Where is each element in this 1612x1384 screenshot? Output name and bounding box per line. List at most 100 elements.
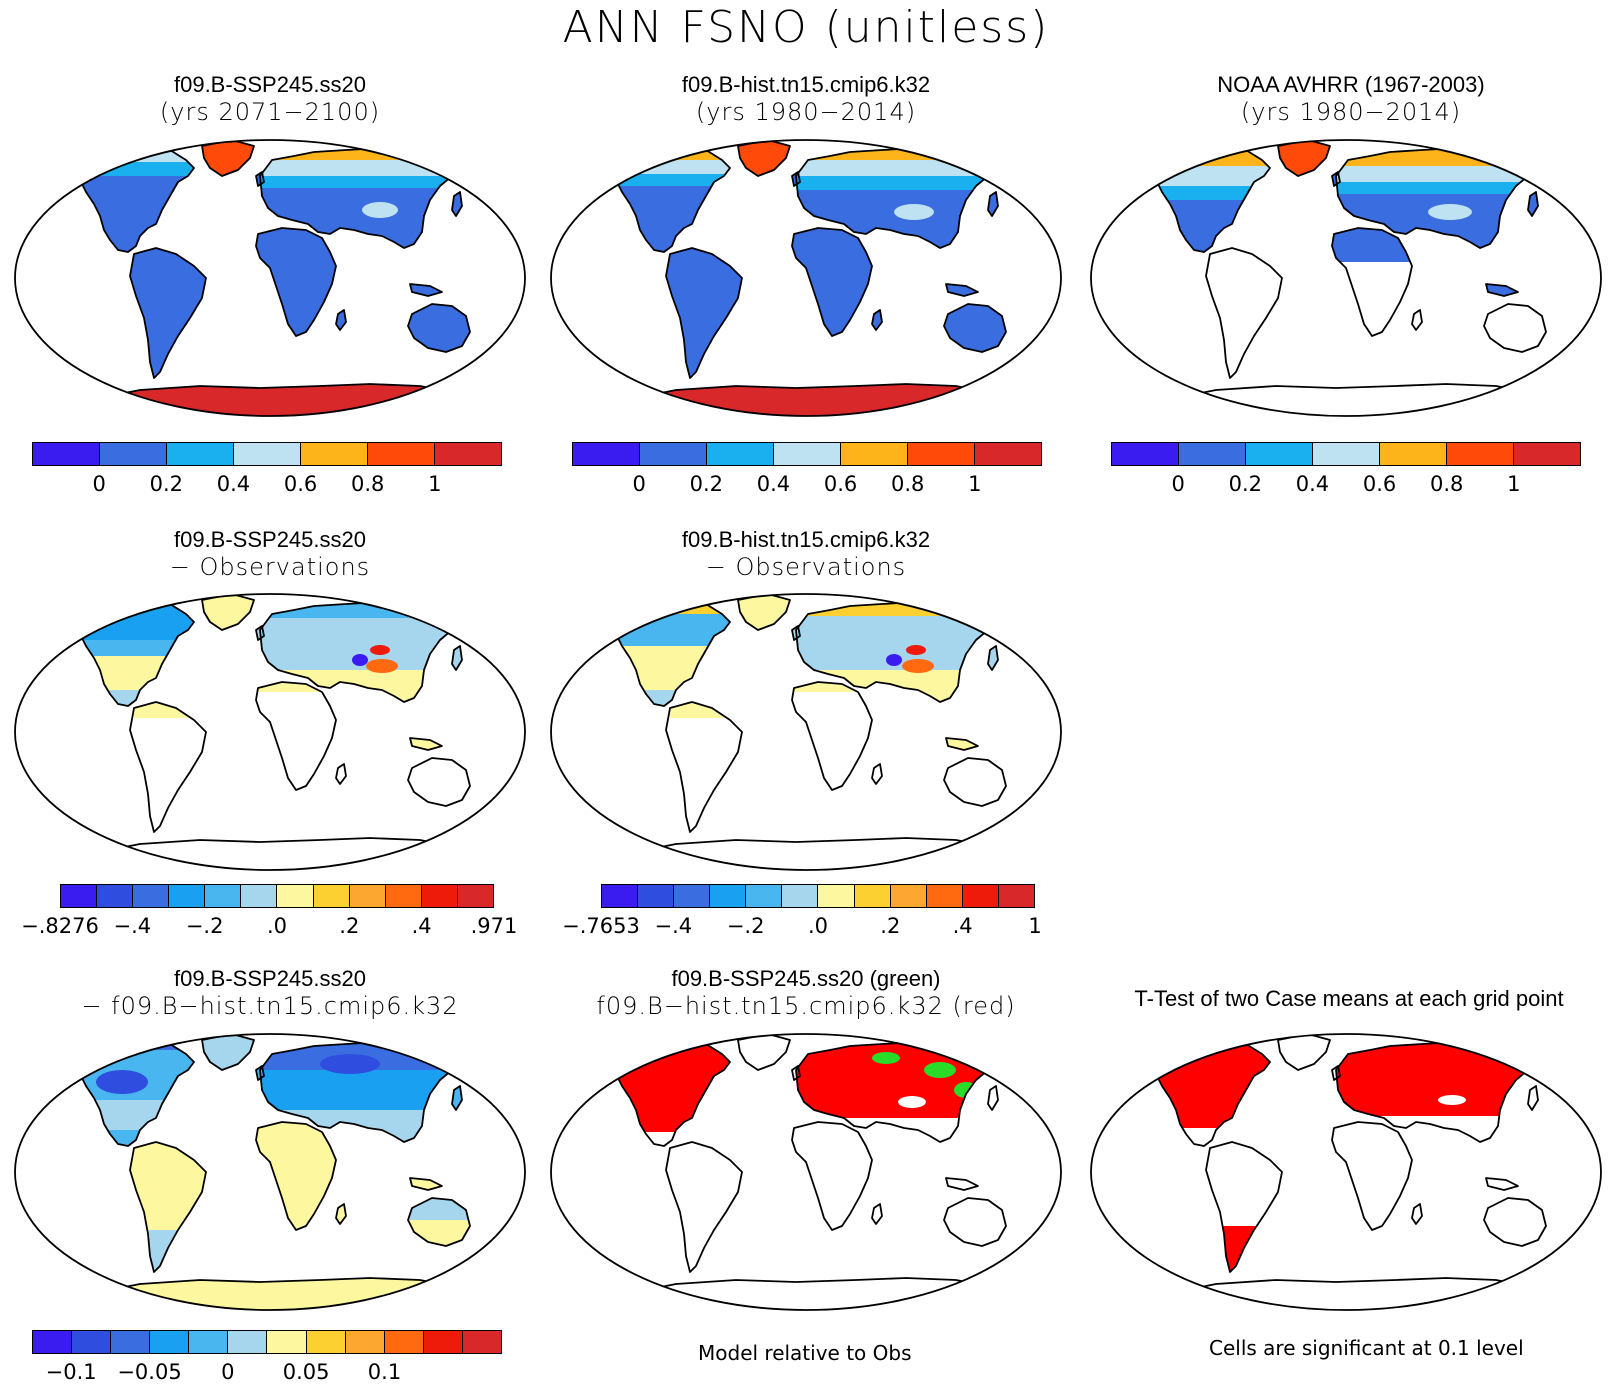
coastline-madagascar [1411,1203,1423,1225]
colorbar-tick-label: 0.8 [351,472,385,496]
colorbar-tick-label: 0.4 [216,472,251,496]
coastline-samerica [129,247,207,379]
colorbar-tick-label: 0.2 [149,472,183,496]
coastline-africa [791,227,873,337]
coastline-namerica [615,149,731,253]
colorbar-swatch [97,885,134,907]
colorbar-tick-label: .971 [470,914,518,938]
colorbar-swatch [1179,443,1246,465]
colorbar-swatch [385,885,422,907]
colorbar-swatch [421,885,458,907]
panel-title-line1: f09.B-hist.tn15.cmip6.k32 [681,72,931,97]
colorbar-swatch [205,885,242,907]
colorbar-tick-label: 0 [1171,472,1185,496]
colorbar-swatch [1246,443,1313,465]
colorbar-swatch [1380,443,1447,465]
coastline-australia [1483,303,1547,353]
colorbar-swatch [306,1331,346,1353]
colorbar-swatch [746,885,783,907]
land-greenland [202,594,254,630]
land-africa [256,682,336,790]
colorbar-tick-label: 0 [92,472,106,496]
map-boundary [1090,139,1602,417]
panel-title-line2: (yrs 1980−2014) [1240,98,1462,126]
colorbar-tick-label: 1 [1507,472,1521,496]
colorbar-tick-label: 0.8 [1430,472,1464,496]
panel-title-line1: f09.B-SSP245.ss20 [173,527,366,552]
colorbar-tick-label: 1 [1028,914,1042,938]
coastline-greenland [201,1034,255,1071]
colorbar-box [32,442,502,466]
coastline-australia [407,303,471,353]
colorbar-p6: −0.1 −0.05 0 0.05 0.1 [32,1330,502,1384]
figure-title: ANN FSNO (unitless) [562,2,1050,53]
colorbar-tick-label: 0.6 [283,472,318,496]
coastline-australia [407,757,471,807]
coastline-madagascar [335,309,347,331]
coastline-japan [451,191,463,217]
panel-title-line2: (yrs 2071−2100) [159,98,381,126]
colorbar-tick-label: −.2 [185,914,224,938]
land-greenland [738,594,790,630]
colorbar-swatch [61,885,98,907]
coastline-samerica [665,247,743,379]
coastline-indonesia [409,1177,443,1191]
field-band [408,1198,470,1220]
colorbar-tick-label: .0 [807,914,829,938]
field-band [260,1042,456,1070]
panel-title-line1: f09.B-SSP245.ss20 [173,72,366,97]
coastline-indonesia [1485,283,1519,297]
colorbar-tick-label: 1 [428,472,442,496]
map-boundary [14,1033,526,1311]
field-band [256,682,336,692]
field-band [792,682,872,692]
colorbar-box [1111,442,1581,466]
coastline-uk [255,625,265,641]
field-band [898,1096,926,1108]
colorbar-tick-label: .4 [411,914,432,938]
panel-title-line1: f09.B-hist.tn15.cmip6.k32 [681,527,931,552]
colorbar-tick-label: 0.4 [756,472,791,496]
field-band [924,1062,956,1078]
land-africa [792,228,872,336]
coastline-japan [1527,1085,1539,1111]
coastline-africa [1331,227,1413,337]
panel-title-line1: NOAA AVHRR (1967-2003) [1217,72,1485,97]
coastline-japan [987,191,999,217]
map-boundary [550,139,1062,417]
colorbar-swatch [640,443,707,465]
field-band [894,204,934,220]
field-band [902,659,934,673]
colorbar-tick-label: 0.4 [1295,472,1330,496]
panel-title-line1: f09.B-SSP245.ss20 [173,966,366,991]
colorbar-tick-label: −.8276 [21,914,99,938]
land-greenland [1278,1034,1330,1070]
colorbar-tick-label: .2 [339,914,360,938]
panel-title-p8: T-Test of two Case means at each grid po… [1086,986,1612,1012]
land-greenland [1278,140,1330,176]
panel-title-line2: (yrs 1980−2014) [695,98,917,126]
coastline-greenland [737,1034,791,1071]
panel-title-line2: − f09.B−hist.tn15.cmip6.k32 [81,992,459,1020]
land-africa [1332,1122,1412,1230]
colorbar-swatch [1514,443,1580,465]
field-band [1428,204,1472,220]
panel-title-p5: f09.B-hist.tn15.cmip6.k32 − Observations [556,527,1056,581]
field-band [320,1054,380,1074]
land-africa [792,682,872,790]
coastline-greenland [201,140,255,177]
colorbar-swatch [674,885,711,907]
colorbar-tick-label: 0.1 [367,1360,402,1384]
field-band [906,645,926,655]
panel-title-line1: T-Test of two Case means at each grid po… [1134,986,1564,1011]
colorbar-box [32,1330,502,1354]
colorbar-swatch [277,885,314,907]
land-africa [792,1122,872,1230]
coastline-africa [255,1121,337,1231]
colorbar-swatch [435,443,501,465]
coastline-indonesia [945,1177,979,1191]
coastline-uk [791,625,801,641]
coastline-africa [255,681,337,791]
colorbar-swatch [710,885,747,907]
map-boundary [1090,1033,1602,1311]
